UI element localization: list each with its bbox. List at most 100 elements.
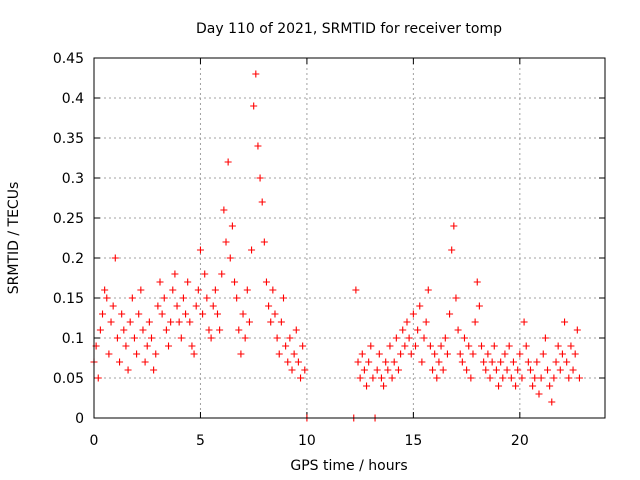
data-point bbox=[203, 294, 211, 302]
y-tick-label: 0.3 bbox=[62, 171, 84, 187]
data-point bbox=[256, 174, 264, 182]
data-point bbox=[190, 350, 198, 358]
data-point bbox=[216, 326, 224, 334]
data-point bbox=[403, 318, 411, 326]
data-point bbox=[273, 334, 281, 342]
data-point bbox=[446, 310, 454, 318]
data-point bbox=[358, 350, 366, 358]
data-point bbox=[384, 366, 392, 374]
data-point bbox=[301, 366, 309, 374]
data-point bbox=[120, 326, 128, 334]
data-point bbox=[426, 342, 434, 350]
data-point bbox=[184, 278, 192, 286]
data-point bbox=[207, 334, 215, 342]
data-point bbox=[165, 342, 173, 350]
data-point bbox=[248, 246, 256, 254]
data-point bbox=[245, 318, 253, 326]
data-point bbox=[196, 246, 204, 254]
data-point bbox=[265, 302, 273, 310]
data-point bbox=[171, 270, 179, 278]
data-point bbox=[356, 374, 364, 382]
data-point bbox=[363, 382, 371, 390]
data-point bbox=[454, 326, 462, 334]
data-point bbox=[571, 350, 579, 358]
data-point bbox=[99, 310, 107, 318]
data-point bbox=[486, 374, 494, 382]
data-point bbox=[405, 334, 413, 342]
data-point bbox=[277, 318, 285, 326]
data-point bbox=[250, 102, 258, 110]
data-point bbox=[522, 342, 530, 350]
data-point bbox=[118, 310, 126, 318]
data-point bbox=[390, 358, 398, 366]
data-point bbox=[452, 294, 460, 302]
data-point bbox=[422, 318, 430, 326]
data-point bbox=[512, 382, 520, 390]
y-tick-label: 0.1 bbox=[62, 331, 84, 347]
data-point bbox=[475, 302, 483, 310]
data-point bbox=[299, 342, 307, 350]
data-point bbox=[177, 334, 185, 342]
data-point bbox=[169, 286, 177, 294]
data-point bbox=[199, 310, 207, 318]
data-point bbox=[354, 358, 362, 366]
data-point bbox=[514, 366, 522, 374]
data-point bbox=[188, 342, 196, 350]
data-point bbox=[141, 358, 149, 366]
data-point bbox=[443, 350, 451, 358]
data-point bbox=[529, 382, 537, 390]
data-point bbox=[552, 358, 560, 366]
data-point bbox=[288, 366, 296, 374]
data-point bbox=[535, 390, 543, 398]
data-point bbox=[429, 366, 437, 374]
data-point bbox=[409, 310, 417, 318]
data-point bbox=[267, 318, 275, 326]
data-point bbox=[107, 318, 115, 326]
data-point bbox=[407, 350, 415, 358]
data-point bbox=[137, 286, 145, 294]
data-point bbox=[233, 294, 241, 302]
data-point bbox=[282, 342, 290, 350]
data-point bbox=[94, 374, 102, 382]
data-point bbox=[173, 302, 181, 310]
data-point bbox=[495, 382, 503, 390]
data-point bbox=[224, 158, 232, 166]
data-point bbox=[554, 342, 562, 350]
data-point bbox=[448, 246, 456, 254]
data-point bbox=[418, 358, 426, 366]
data-point bbox=[380, 382, 388, 390]
data-point bbox=[147, 334, 155, 342]
data-point bbox=[152, 350, 160, 358]
data-point bbox=[531, 374, 539, 382]
data-point bbox=[231, 278, 239, 286]
data-point bbox=[167, 318, 175, 326]
data-point bbox=[460, 334, 468, 342]
data-point bbox=[437, 342, 445, 350]
data-point bbox=[473, 278, 481, 286]
data-point bbox=[124, 366, 132, 374]
data-point bbox=[541, 334, 549, 342]
x-tick-label: 10 bbox=[298, 433, 316, 449]
data-point bbox=[497, 358, 505, 366]
data-point bbox=[186, 318, 194, 326]
data-point bbox=[484, 350, 492, 358]
data-point bbox=[386, 342, 394, 350]
y-tick-label: 0.2 bbox=[62, 251, 84, 267]
data-point bbox=[352, 286, 360, 294]
data-point bbox=[480, 358, 488, 366]
data-point bbox=[365, 358, 373, 366]
data-point bbox=[237, 350, 245, 358]
data-point bbox=[133, 350, 141, 358]
data-point bbox=[269, 286, 277, 294]
data-point bbox=[563, 358, 571, 366]
data-point bbox=[463, 366, 471, 374]
data-point bbox=[243, 286, 251, 294]
data-point bbox=[520, 318, 528, 326]
data-point bbox=[439, 366, 447, 374]
data-point bbox=[441, 334, 449, 342]
data-point bbox=[226, 254, 234, 262]
y-tick-label: 0.15 bbox=[53, 291, 84, 307]
data-point bbox=[548, 398, 556, 406]
data-point bbox=[126, 318, 134, 326]
data-point bbox=[412, 342, 420, 350]
